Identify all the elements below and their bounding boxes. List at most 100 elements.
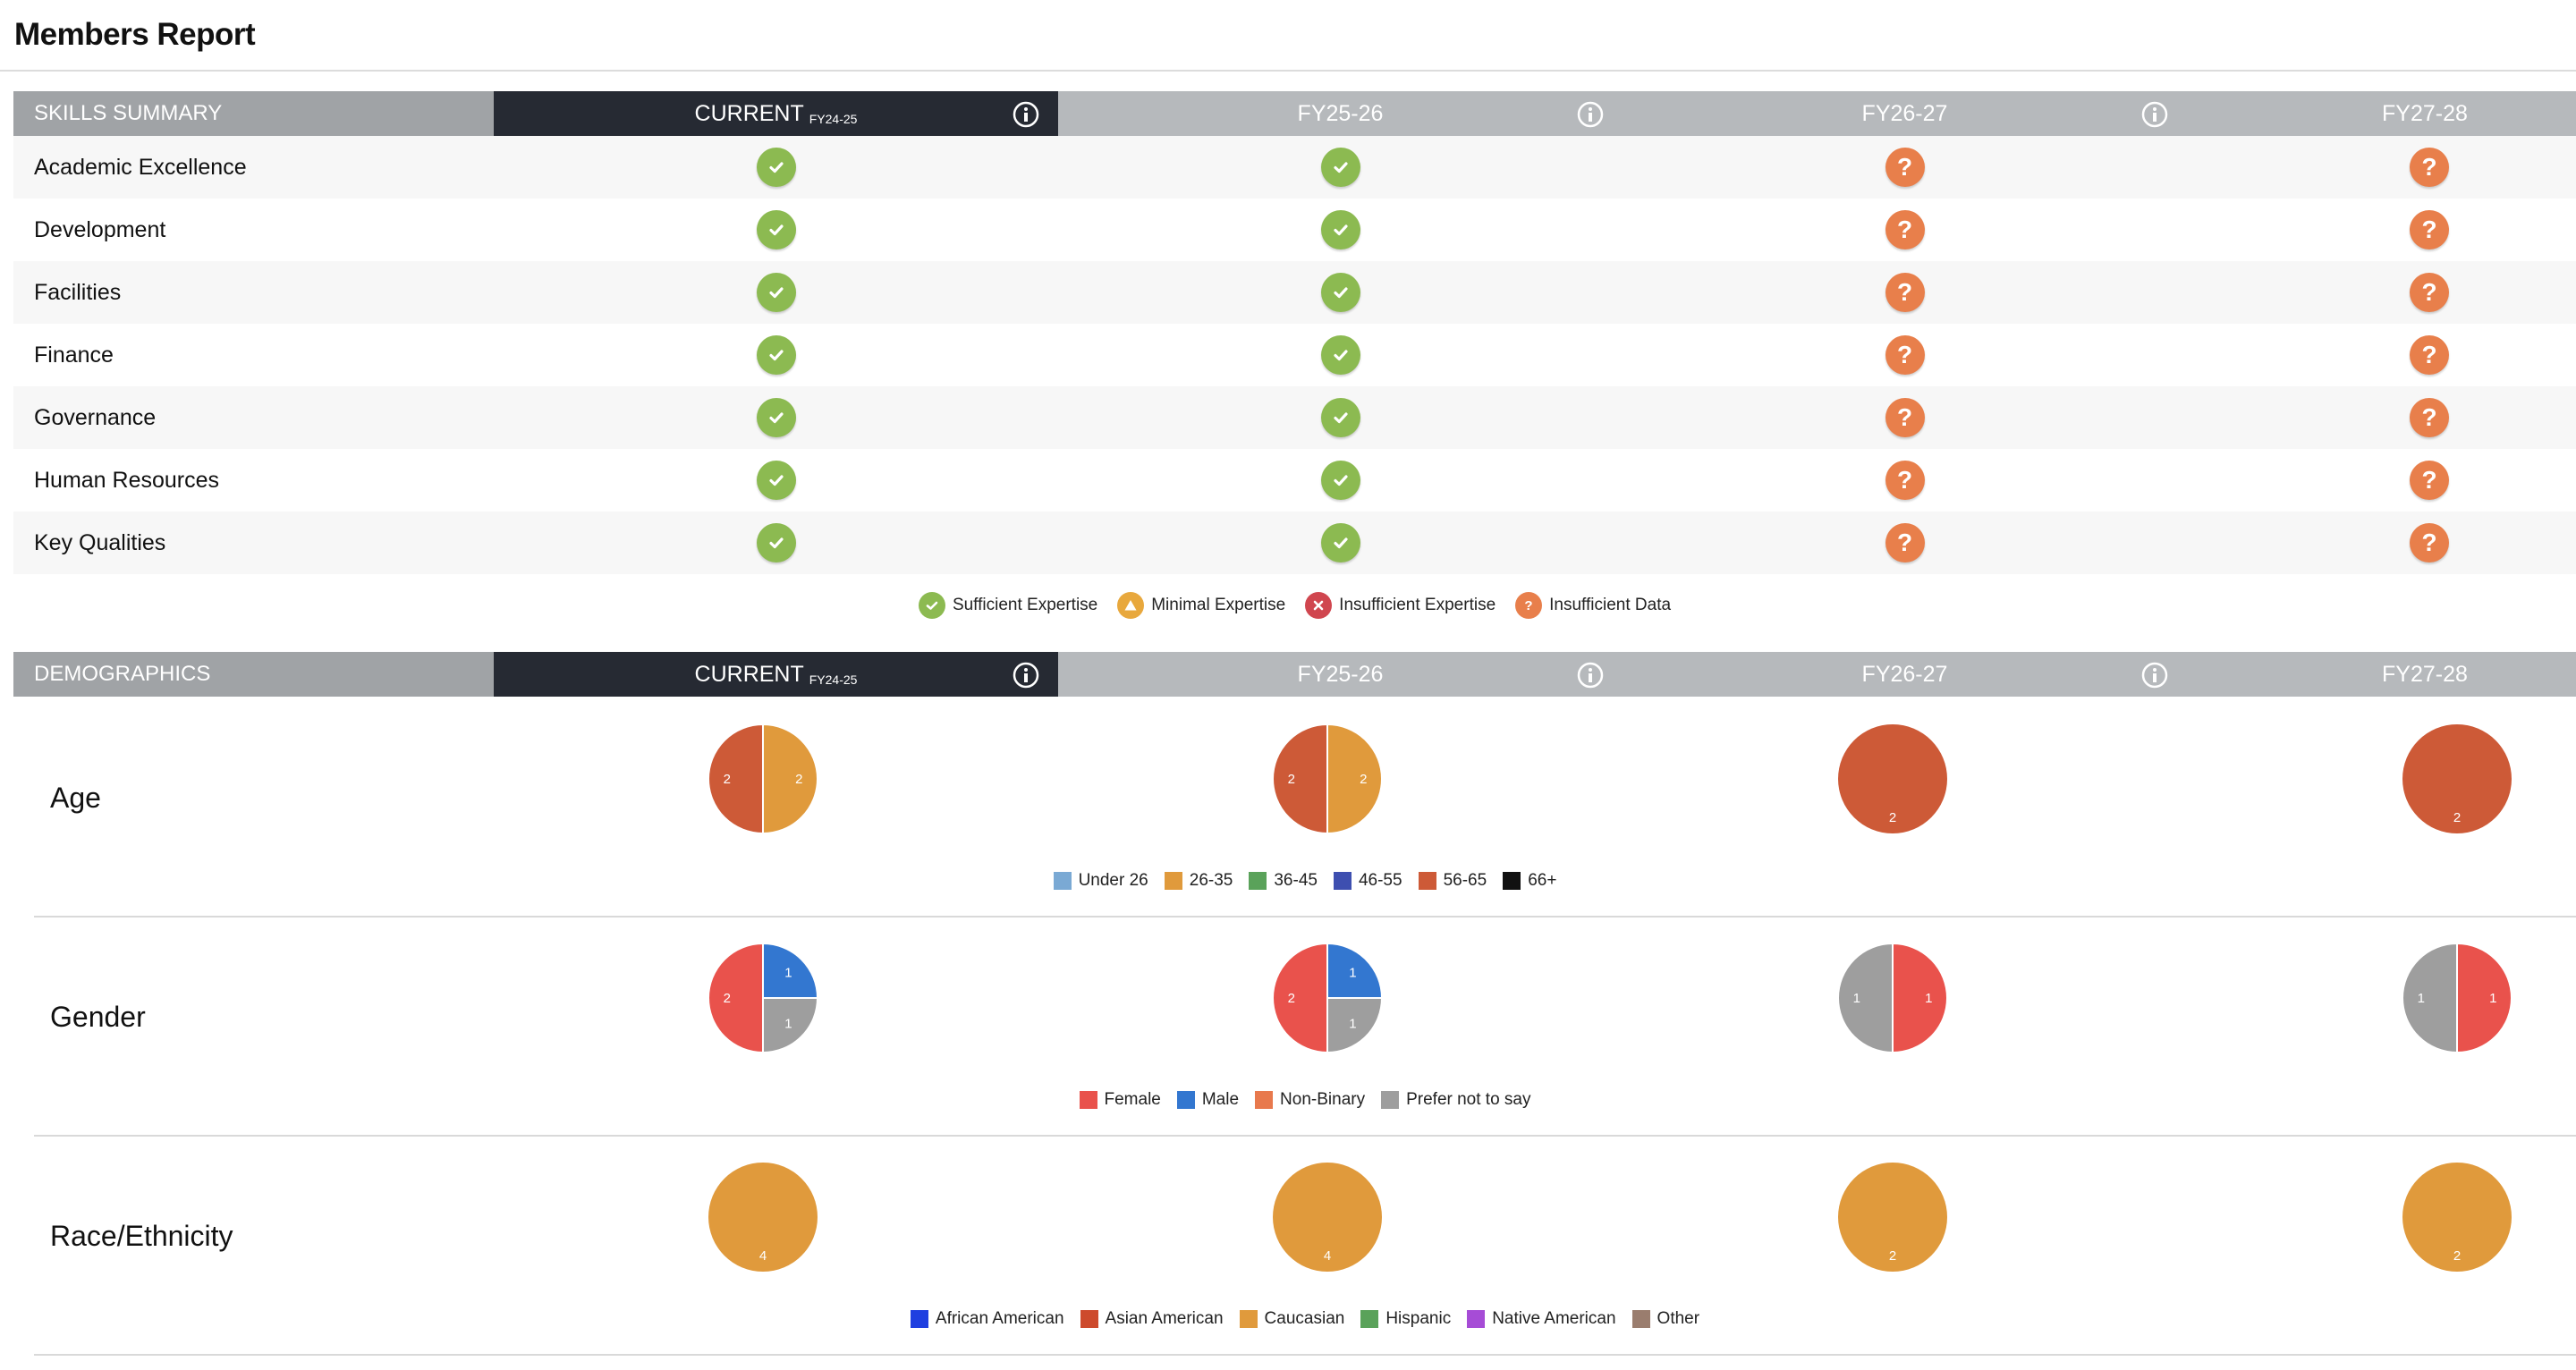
legend-label: Hispanic: [1385, 1309, 1452, 1328]
table-row: Development??: [13, 199, 2576, 261]
pie-chart: 2: [1838, 1163, 1947, 1272]
pie-slice-label: 2: [2453, 1248, 2461, 1264]
legend-item: Female: [1079, 1090, 1161, 1110]
legend-swatch: [1503, 872, 1521, 890]
pie-slice: [708, 943, 764, 1053]
pie-slice: [708, 723, 764, 834]
demographic-label: Race/Ethnicity: [50, 1220, 233, 1252]
column-fy25-26: FY25-26: [1058, 652, 1623, 697]
legend-item: 26-35: [1164, 871, 1233, 891]
legend-label: Under 26: [1078, 871, 1148, 890]
skill-status-cell: ?: [2187, 273, 2576, 312]
skill-name: Human Resources: [34, 467, 220, 493]
check-icon: [756, 210, 796, 249]
check-icon: [756, 461, 796, 500]
info-icon[interactable]: [1576, 661, 1605, 689]
skill-name: Governance: [34, 404, 157, 430]
legend-swatch: [1360, 1310, 1379, 1328]
legend-label: Female: [1104, 1090, 1161, 1109]
skill-status-cell: ?: [2187, 335, 2576, 375]
column-sublabel: FY24-25: [809, 112, 858, 126]
pie-chart: 2: [2402, 724, 2512, 833]
skills-legend: Sufficient Expertise Minimal Expertise Ins…: [13, 592, 2576, 619]
skill-status-cell: [494, 398, 1058, 437]
check-icon: [1320, 398, 1360, 437]
legend-label: Minimal Expertise: [1151, 596, 1286, 614]
question-icon: ?: [1885, 210, 1925, 249]
demographic-block-race-ethnicity: Race/Ethnicity 4 4 2 2 African American Asian …: [34, 1135, 2576, 1356]
legend-label: Caucasian: [1264, 1309, 1345, 1328]
info-icon[interactable]: [1576, 100, 1605, 129]
info-icon[interactable]: [1012, 100, 1040, 129]
pie-chart: 4: [708, 1163, 818, 1272]
pie-slice: [1273, 1163, 1382, 1272]
info-icon[interactable]: [2140, 100, 2169, 129]
pie-slice-label: 4: [759, 1248, 767, 1264]
info-icon[interactable]: [2140, 661, 2169, 689]
legend-swatch: [1381, 1091, 1400, 1109]
question-icon: ?: [2410, 335, 2449, 375]
info-icon[interactable]: [1012, 661, 1040, 689]
legend-label: Prefer not to say: [1406, 1090, 1531, 1109]
skill-name: Finance: [34, 342, 114, 368]
pie-slice-label: 2: [1889, 1248, 1896, 1264]
pie-chart: 22: [1272, 723, 1383, 834]
skill-status-cell: [1058, 273, 1623, 312]
skill-status-cell: [1058, 461, 1623, 500]
skill-status-cell: [1058, 335, 1623, 375]
question-icon: ?: [1885, 523, 1925, 562]
legend-swatch: [1176, 1091, 1195, 1109]
check-icon: [756, 398, 796, 437]
legend-item: Sufficient Expertise: [918, 592, 1098, 619]
legend-item: Hispanic: [1360, 1309, 1451, 1329]
question-icon: ?: [2410, 523, 2449, 562]
legend-label: Insufficient Expertise: [1339, 596, 1496, 614]
skill-status-cell: [1058, 148, 1623, 187]
check-icon: [1320, 210, 1360, 249]
column-fy25-26: FY25-26: [1058, 91, 1623, 136]
legend-label: 46-55: [1358, 871, 1402, 890]
pie-slice-label: 1: [1349, 1016, 1356, 1031]
column-fy27-28: FY27-28: [2187, 652, 2576, 697]
demographic-block-age: Age 2 2 2 2 2 2 Under 26 26-35 36-45 46-55 56-65 66+: [34, 697, 2576, 918]
skill-status-cell: ?: [1623, 210, 2187, 249]
demographic-legend: Under 26 26-35 36-45 46-55 56-65 66+: [34, 871, 2576, 891]
column-label: FY25-26: [1297, 661, 1384, 687]
column-label: FY27-28: [2382, 100, 2468, 126]
column-label: FY26-27: [1861, 100, 1948, 126]
skill-status-cell: ?: [1623, 461, 2187, 500]
skill-status-cell: ?: [1623, 273, 2187, 312]
skills-summary-heading: SKILLS SUMMARY: [13, 91, 494, 136]
column-sublabel: FY24-25: [809, 672, 858, 687]
legend-swatch: [1079, 1091, 1097, 1109]
table-row: Academic Excellence??: [13, 136, 2576, 199]
question-icon: ?: [1885, 461, 1925, 500]
legend-swatch: [1333, 872, 1352, 890]
column-label: FY25-26: [1297, 100, 1384, 126]
column-current: CURRENT FY24-25: [494, 652, 1058, 697]
legend-label: 26-35: [1189, 871, 1233, 890]
pie-chart: 1 1 2: [1272, 943, 1383, 1053]
column-label: FY27-28: [2382, 661, 2468, 687]
legend-item: Native American: [1467, 1309, 1616, 1329]
skill-status-cell: ?: [1623, 148, 2187, 187]
check-icon: [1320, 461, 1360, 500]
legend-item: ? Insufficient Data: [1515, 592, 1671, 619]
skill-name: Facilities: [34, 279, 122, 305]
pie-slice-label: 1: [1853, 991, 1860, 1006]
pie-chart: 22: [708, 723, 818, 834]
check-icon: [1320, 335, 1360, 375]
legend-label: Sufficient Expertise: [952, 596, 1098, 614]
pie-slice: [1272, 943, 1328, 1053]
legend-swatch: [1239, 1310, 1258, 1328]
demographic-legend: African American Asian American Caucasian H…: [34, 1309, 2576, 1329]
skill-name: Development: [34, 216, 166, 242]
demographic-legend: Female Male Non-Binary Prefer not to say: [34, 1090, 2576, 1110]
check-icon: [756, 148, 796, 187]
pie-slice-label: 2: [1360, 772, 1367, 787]
legend-label: Insufficient Data: [1549, 596, 1672, 614]
skills-header-row: SKILLS SUMMARY CURRENT FY24-25 FY25-26 F…: [13, 91, 2576, 136]
check-icon: [756, 273, 796, 312]
table-row: Facilities??: [13, 261, 2576, 324]
legend-item: Asian American: [1080, 1309, 1224, 1329]
